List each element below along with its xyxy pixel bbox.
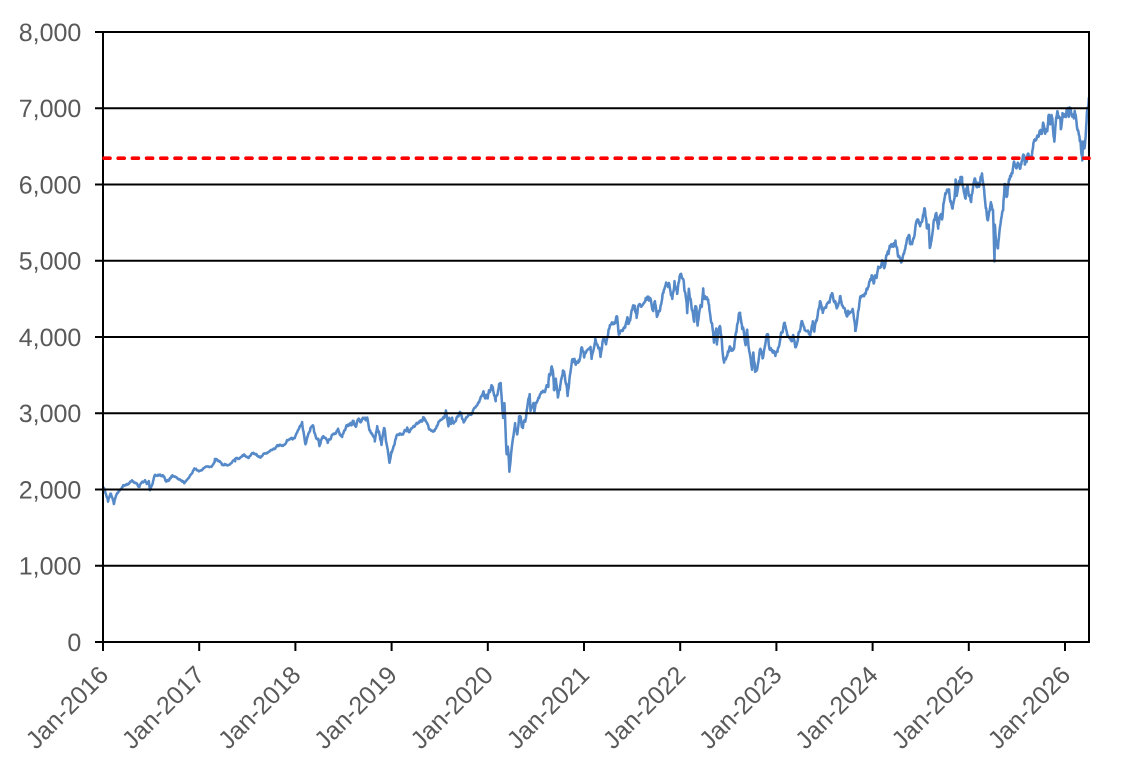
svg-text:6,000: 6,000 <box>19 171 82 199</box>
svg-text:7,000: 7,000 <box>19 95 82 123</box>
svg-text:4,000: 4,000 <box>19 324 82 352</box>
svg-text:3,000: 3,000 <box>19 400 82 428</box>
svg-text:5,000: 5,000 <box>19 248 82 276</box>
svg-text:8,000: 8,000 <box>19 19 82 47</box>
svg-text:0: 0 <box>67 629 81 657</box>
svg-text:2,000: 2,000 <box>19 476 82 504</box>
svg-text:1,000: 1,000 <box>19 553 82 581</box>
